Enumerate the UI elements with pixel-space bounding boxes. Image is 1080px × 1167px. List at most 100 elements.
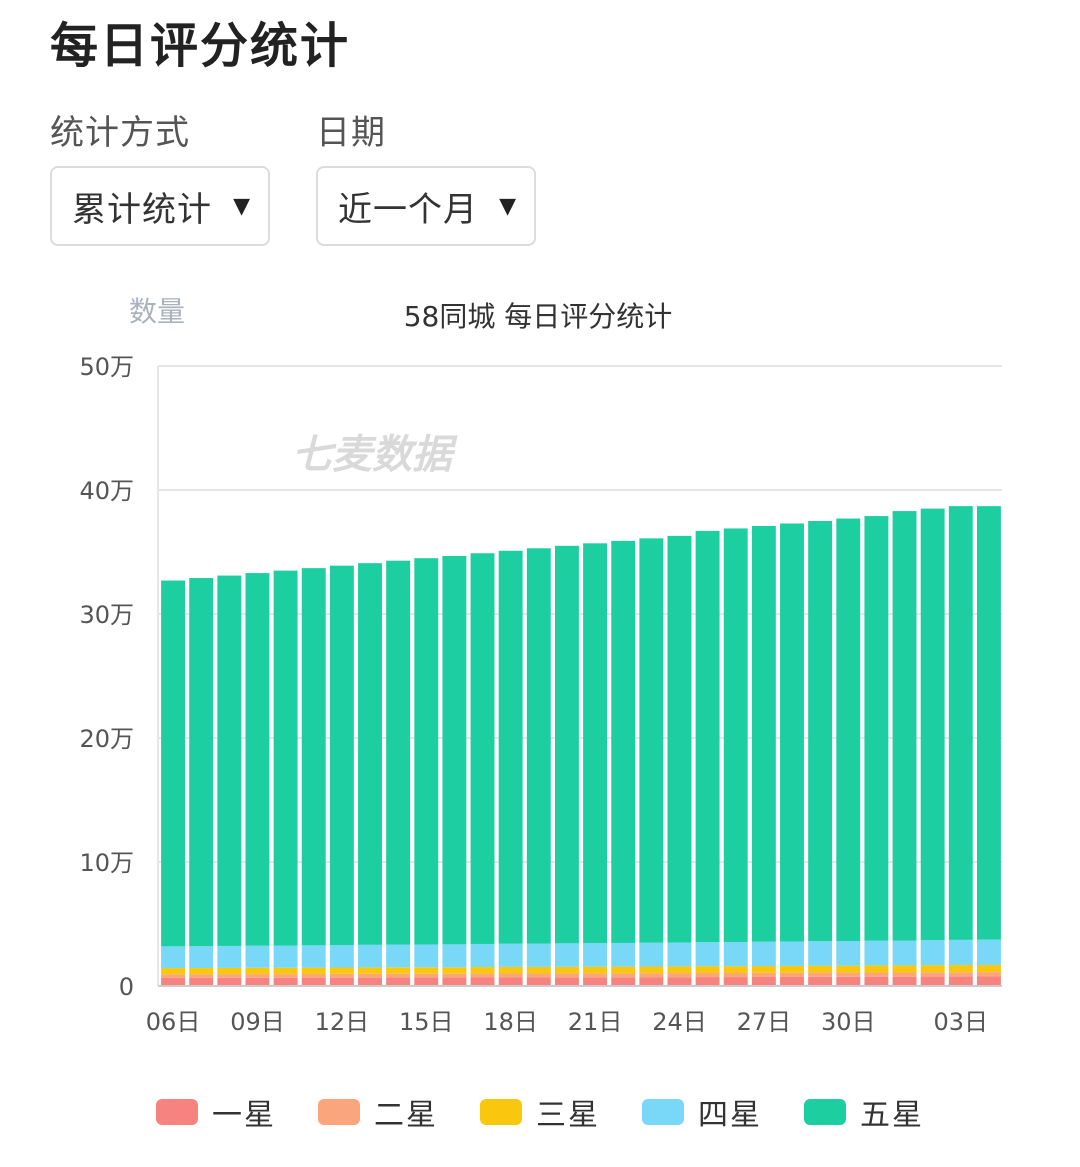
bar-segment [414, 944, 439, 968]
bar-segment [470, 973, 495, 978]
bar-segment [189, 946, 214, 969]
bar-segment [526, 943, 551, 967]
bar-segment [948, 972, 973, 977]
dropdown-caret-icon: ▼ [499, 193, 516, 219]
bar-segment [273, 967, 298, 975]
bar-segment [780, 941, 804, 966]
bar-segment [301, 568, 326, 946]
legend-item[interactable]: 一星 [156, 1090, 276, 1134]
bar-segment [976, 976, 1001, 986]
y-tick-label: 40万 [79, 477, 134, 505]
stat-mode-select[interactable]: 累计统计 ▼ [50, 166, 270, 246]
x-tick-label: 12日 [315, 1008, 370, 1036]
bar-segment [329, 973, 354, 978]
bar-segment [189, 968, 214, 975]
bar-segment [583, 973, 608, 978]
bar-segment [245, 977, 270, 986]
x-tick-label: 21日 [568, 1008, 623, 1036]
y-axis-label: 数量 [129, 295, 185, 328]
bar-segment [358, 967, 382, 974]
bar-segment [386, 977, 411, 986]
bar-segment [217, 945, 242, 968]
stat-mode-filter: 统计方式 累计统计 ▼ [50, 110, 270, 246]
bar-segment [161, 946, 186, 969]
bar-segment [386, 973, 411, 978]
bar-segment [611, 973, 636, 978]
chart-legend: 一星 二星 三星 四星 五星 [0, 1090, 1080, 1134]
bar-segment [161, 968, 186, 975]
bar-segment [386, 967, 411, 974]
bar-segment [189, 578, 214, 947]
bar-segment [301, 973, 326, 978]
x-tick-label: 30日 [821, 1008, 876, 1036]
bar-segment [892, 511, 917, 941]
bar-segment [780, 976, 804, 986]
legend-swatch [318, 1099, 360, 1125]
bar-segment [948, 506, 973, 940]
bar-segment [639, 966, 664, 974]
bar-segment [189, 974, 214, 978]
bar-segment [442, 555, 467, 945]
bar-segment [301, 967, 326, 974]
bar-segment [611, 977, 636, 986]
bar-segment [808, 976, 833, 986]
bar-segment [639, 942, 664, 967]
bar-segment [948, 939, 973, 966]
bar-segment [414, 558, 439, 945]
bar-segment [358, 973, 382, 978]
bar-segment [751, 525, 776, 942]
bar-segment [273, 945, 298, 968]
bar-segment [583, 943, 608, 967]
legend-label: 二星 [374, 1098, 438, 1133]
bar-segment [808, 941, 833, 966]
bar-segment [948, 976, 973, 986]
bar-segment [358, 944, 382, 968]
bar-segment [470, 943, 495, 968]
legend-label: 四星 [698, 1098, 762, 1133]
bar-segment [217, 967, 242, 975]
chart-title: 58同城 每日评分统计 [404, 300, 673, 333]
bar-segment [583, 543, 608, 944]
bar-segment [273, 974, 298, 978]
bar-segment [667, 973, 692, 978]
bar-segment [920, 508, 945, 941]
bar-segment [245, 573, 270, 946]
bar-segment [498, 943, 523, 967]
bar-segment [554, 977, 579, 986]
bar-segment [808, 965, 833, 973]
bar-segment [723, 528, 748, 942]
date-value: 近一个月 [338, 189, 478, 230]
bar-segment [245, 967, 270, 975]
bar-segment [526, 966, 551, 974]
bar-segment [864, 972, 889, 977]
legend-label: 三星 [536, 1098, 600, 1133]
bar-segment [386, 560, 411, 945]
bar-segment [639, 973, 664, 978]
bar-segment [892, 940, 917, 966]
legend-item[interactable]: 五星 [804, 1090, 924, 1134]
bar-segment [498, 977, 523, 986]
bar-segment [667, 966, 692, 974]
legend-item[interactable]: 四星 [642, 1090, 762, 1134]
x-tick-label: 06日 [146, 1008, 201, 1036]
bar-segment [273, 570, 298, 946]
legend-item[interactable]: 二星 [318, 1090, 438, 1134]
bar-segment [414, 977, 439, 986]
bar-segment [329, 565, 354, 946]
date-select[interactable]: 近一个月 ▼ [316, 166, 536, 246]
legend-swatch [642, 1099, 684, 1125]
bar-segment [751, 976, 776, 986]
bar-segment [611, 966, 636, 974]
bar-segment [442, 967, 467, 974]
legend-item[interactable]: 三星 [480, 1090, 600, 1134]
x-tick-label: 09日 [230, 1008, 285, 1036]
x-tick-label: 18日 [483, 1008, 538, 1036]
bar-segment [864, 976, 889, 986]
bar-segment [386, 944, 411, 968]
bar-segment [583, 966, 608, 974]
bar-segment [976, 939, 1001, 965]
bar-segment [751, 941, 776, 967]
bar-segment [836, 940, 861, 966]
bar-segment [751, 972, 776, 977]
